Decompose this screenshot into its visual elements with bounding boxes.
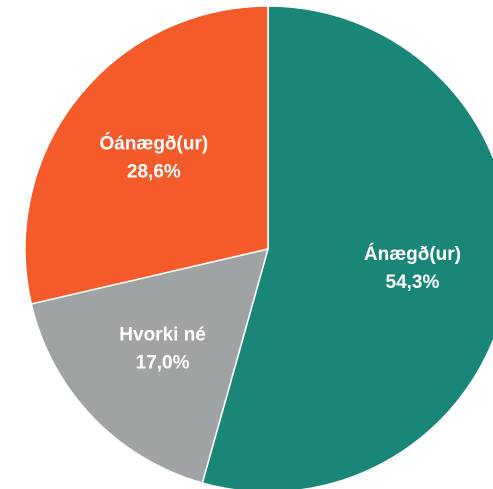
- slice-value-label: 54,3%: [386, 272, 440, 293]
- slice-label: Ánægð(ur): [364, 243, 461, 265]
- pie-slice: [30, 247, 270, 484]
- pie-slice: [24, 5, 269, 305]
- slice-label: Hvorki né: [119, 325, 206, 346]
- slice-label: Óánægð(ur): [99, 132, 208, 154]
- slice-value-label: 17,0%: [136, 353, 190, 374]
- pie-slice: [201, 5, 493, 489]
- slice-value-label: 28,6%: [127, 161, 181, 182]
